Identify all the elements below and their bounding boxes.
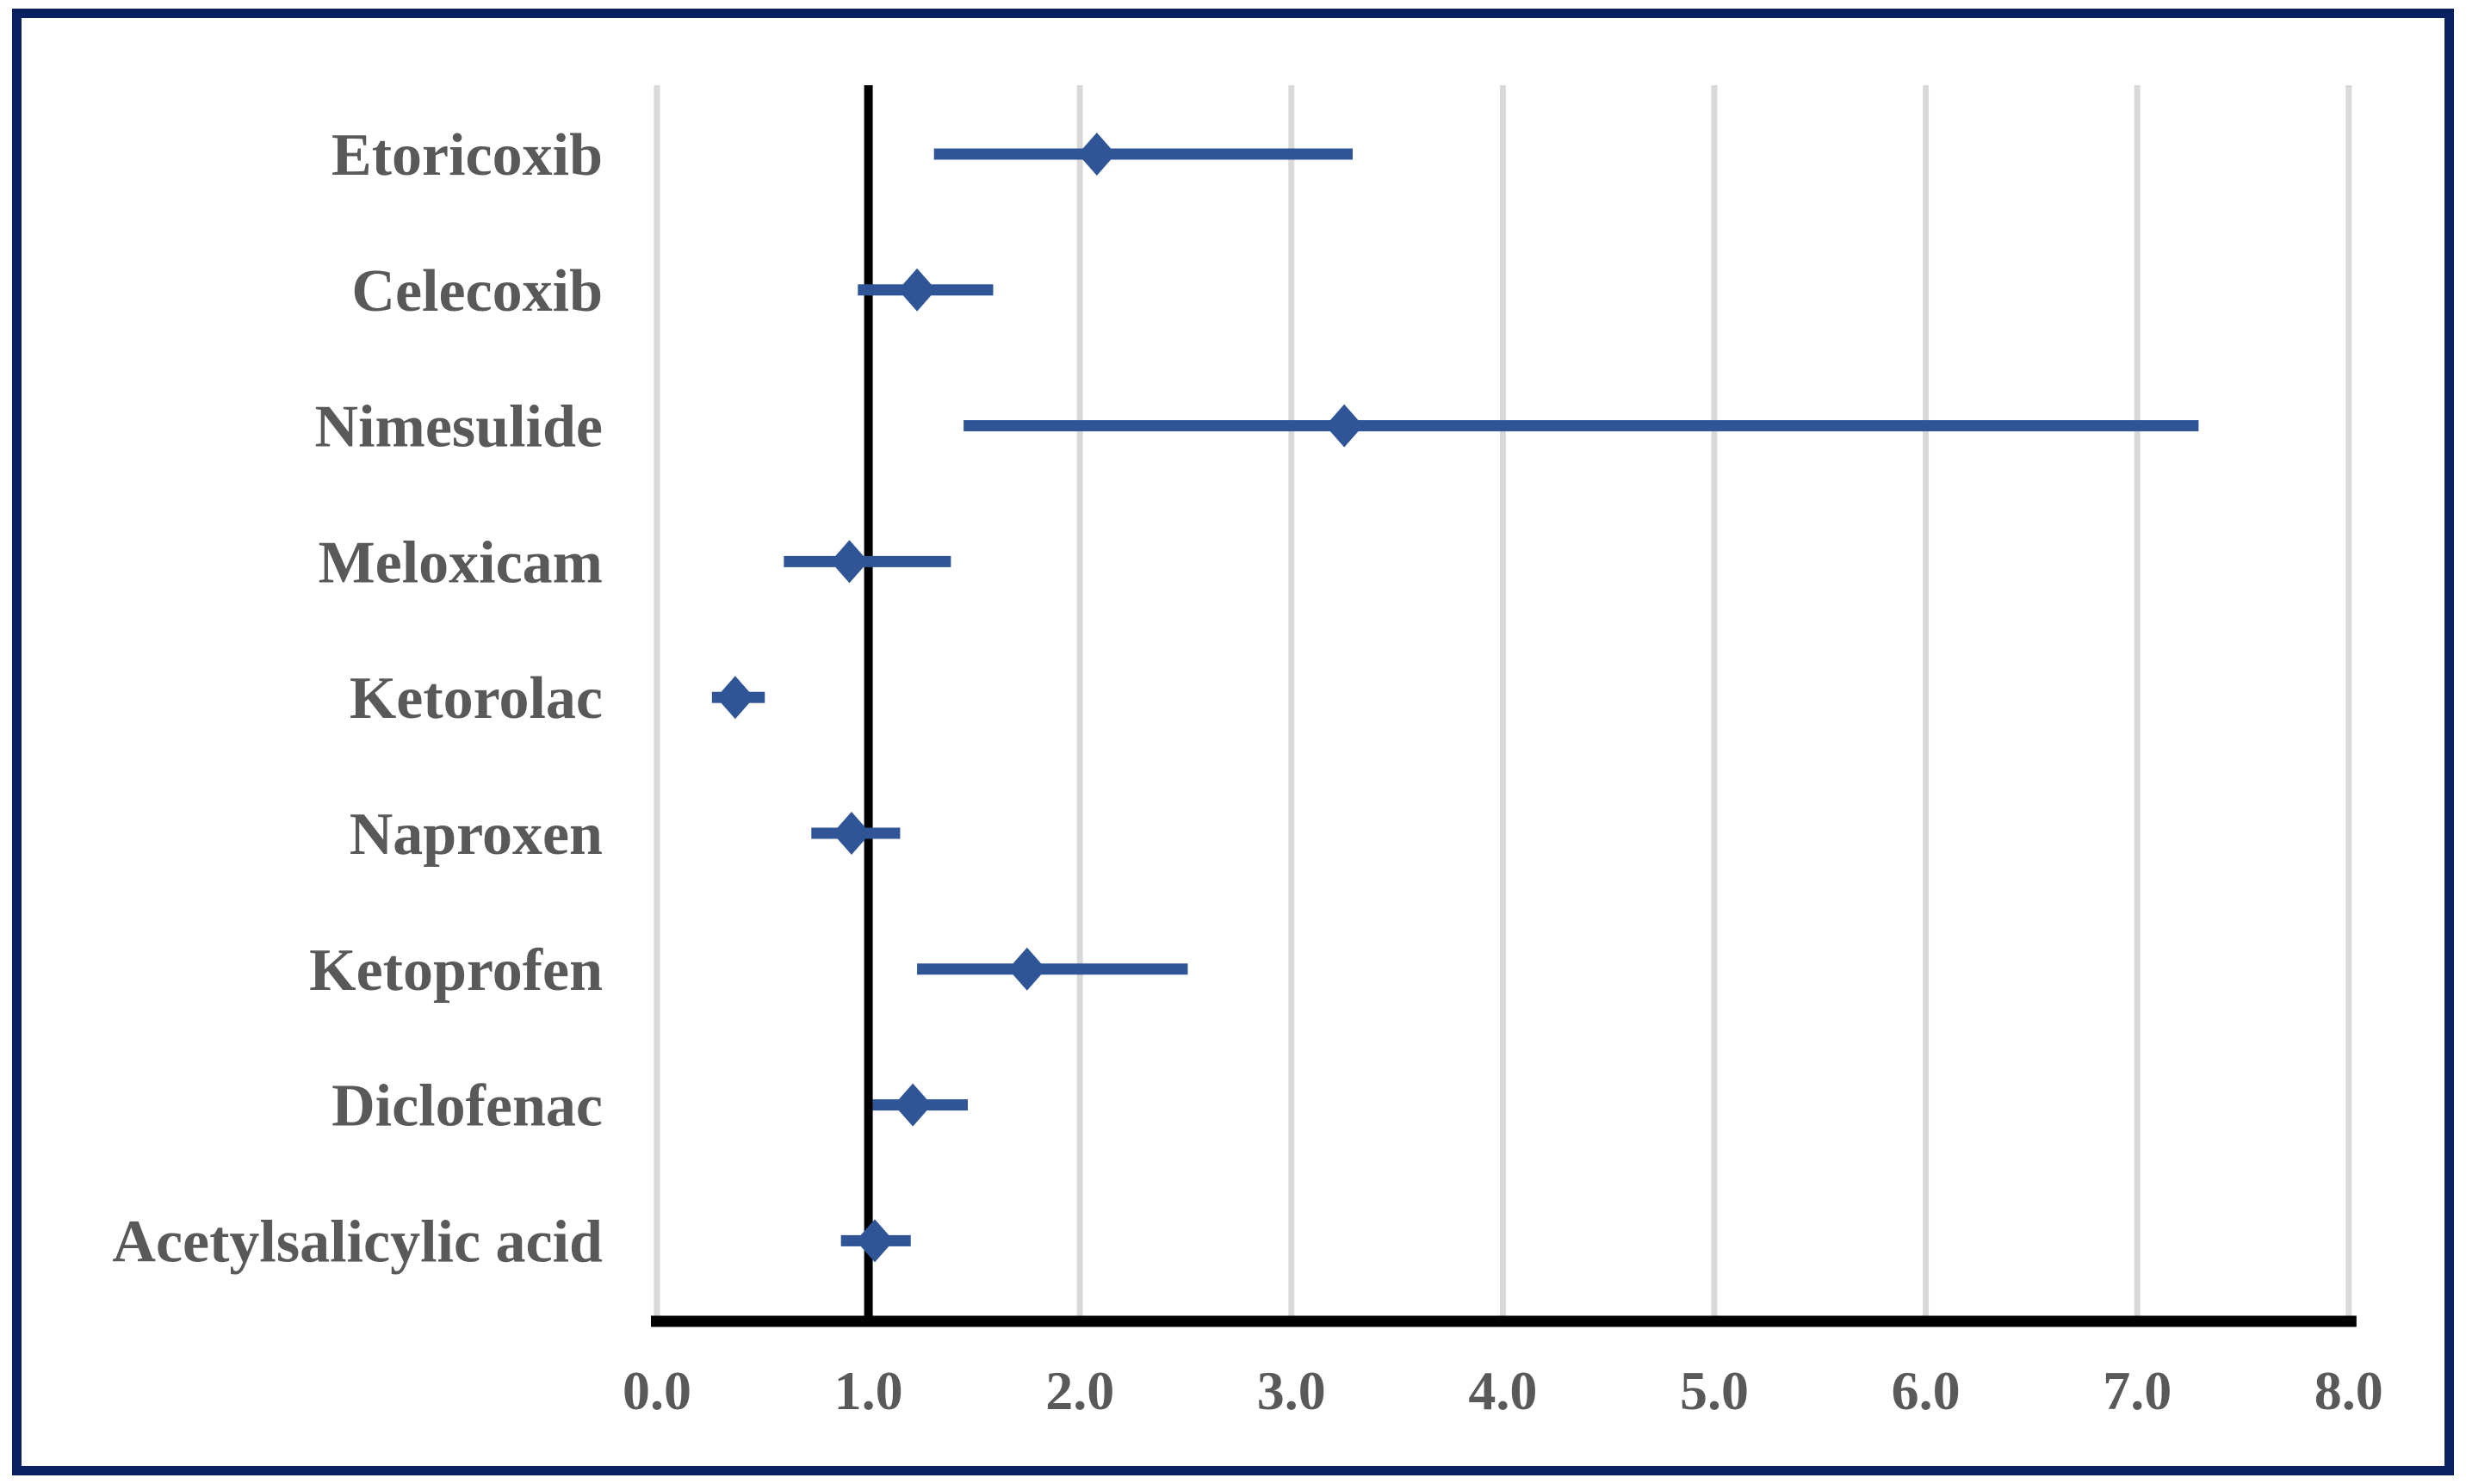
ci-line: [963, 420, 2199, 432]
category-labels-group: Etoricoxib Celecoxib Nimesulide Meloxicam Ke…: [112, 122, 603, 1275]
x-tick-label: 3.0: [1257, 1360, 1326, 1421]
gridline-x-8: [2345, 85, 2352, 1321]
category-label: Naproxen: [350, 801, 603, 868]
x-tick-labels-group: 0.0 1.0 2.0 3.0 4.0 5.0 6.0 7.0 8.0: [623, 1360, 2383, 1421]
gridline-x-6: [1923, 85, 1930, 1321]
category-label: Nimesulide: [315, 394, 603, 461]
diamond-marker: [1007, 947, 1046, 991]
gridline-x-7: [2134, 85, 2141, 1321]
gridline-x-3: [1288, 85, 1295, 1321]
reference-line: [864, 85, 873, 1327]
gridline-x-2: [1076, 85, 1083, 1321]
diamond-marker: [1077, 133, 1116, 176]
category-label: Etoricoxib: [331, 122, 603, 189]
category-label: Ketoprofen: [309, 937, 603, 1004]
category-label: Celecoxib: [351, 258, 603, 325]
x-tick-label: 6.0: [1892, 1360, 1961, 1421]
reference-line-group: [864, 85, 873, 1327]
category-label: Diclofenac: [331, 1073, 603, 1140]
category-label: Ketorolac: [350, 665, 603, 732]
x-tick-label: 7.0: [2103, 1360, 2172, 1421]
diamond-marker: [716, 676, 754, 720]
ci-line: [917, 963, 1188, 975]
x-tick-label: 1.0: [834, 1360, 903, 1421]
data-rows-group: [711, 133, 2199, 1263]
x-tick-label: 0.0: [623, 1360, 691, 1421]
x-axis-line: [651, 1315, 2357, 1327]
x-tick-label: 5.0: [1680, 1360, 1749, 1421]
diamond-marker: [894, 1083, 932, 1127]
diamond-marker: [832, 812, 871, 855]
category-label: Meloxicam: [319, 529, 603, 596]
x-axis-group: [651, 1315, 2357, 1327]
x-tick-label: 8.0: [2314, 1360, 2383, 1421]
ci-line: [933, 148, 1354, 160]
category-label: Acetylsalicylic acid: [112, 1209, 603, 1275]
gridlines-group: [654, 85, 2352, 1321]
outer-border-frame: [12, 9, 2454, 1475]
diamond-marker: [830, 540, 869, 584]
x-tick-label: 4.0: [1468, 1360, 1537, 1421]
diamond-marker: [855, 1219, 894, 1263]
x-tick-label: 2.0: [1045, 1360, 1114, 1421]
gridline-x-4: [1499, 85, 1506, 1321]
diamond-marker: [898, 268, 937, 312]
diamond-marker: [1325, 404, 1364, 448]
gridline-x-0: [654, 85, 660, 1321]
gridline-x-5: [1711, 85, 1718, 1321]
